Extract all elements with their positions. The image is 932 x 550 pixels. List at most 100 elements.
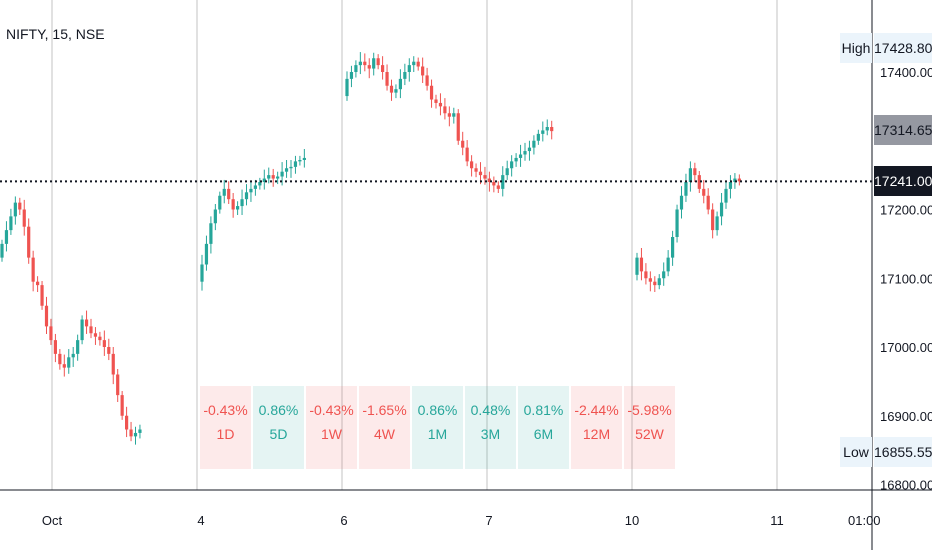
candle	[447, 113, 451, 117]
performance-cell: 0.86% 5D	[253, 386, 304, 469]
candle	[284, 168, 289, 172]
candle	[478, 171, 483, 176]
performance-period: 3M	[480, 426, 501, 442]
candle	[209, 223, 213, 244]
candle	[204, 243, 209, 265]
candle	[240, 199, 244, 207]
candle	[102, 340, 106, 347]
x-tick-label: 01:00	[848, 513, 881, 528]
candle	[671, 237, 675, 258]
candle	[44, 305, 49, 327]
performance-value: -2.44%	[574, 402, 619, 418]
high-label: High	[840, 33, 872, 63]
candle	[125, 415, 129, 430]
candle	[728, 182, 733, 189]
candle	[49, 326, 53, 341]
performance-period: 5D	[269, 426, 288, 442]
performance-value: 0.48%	[470, 402, 511, 418]
candle	[367, 65, 371, 69]
performance-cell: -0.43% 1W	[306, 386, 357, 469]
y-tick-label: 16800.00	[880, 478, 932, 493]
candle	[120, 395, 124, 416]
high-value: 17428.80	[874, 33, 932, 63]
x-tick-label: 6	[340, 513, 347, 528]
y-tick-label: 16900.00	[880, 409, 932, 424]
candle	[697, 175, 701, 189]
candle	[501, 175, 505, 189]
candle	[416, 61, 420, 67]
candle	[0, 243, 4, 258]
y-tick-label: 17000.00	[880, 340, 932, 355]
candle	[733, 178, 737, 182]
candle	[376, 58, 380, 66]
candle	[345, 78, 349, 97]
performance-value: 0.81%	[523, 402, 564, 418]
candle	[67, 357, 71, 368]
candle	[648, 278, 652, 282]
performance-cell: -2.44% 12M	[571, 386, 622, 469]
candle	[398, 78, 402, 90]
candle	[253, 185, 257, 189]
candle	[385, 72, 389, 86]
candle	[394, 89, 398, 93]
candle	[635, 257, 639, 275]
candle	[349, 72, 354, 79]
candle	[514, 157, 518, 162]
performance-cell: -0.43% 1D	[200, 386, 251, 469]
candle	[536, 133, 540, 141]
low-label: Low	[840, 437, 872, 467]
x-tick-label: 7	[485, 513, 492, 528]
candle	[666, 257, 670, 272]
candle	[510, 161, 514, 169]
candle	[719, 202, 724, 217]
performance-cell: 0.48% 3M	[465, 386, 516, 469]
candle	[40, 285, 44, 306]
y-tick-label: 17400.00	[880, 65, 932, 80]
candle	[31, 257, 35, 282]
candle	[657, 278, 661, 286]
candle	[89, 326, 93, 334]
performance-value: 0.86%	[417, 402, 458, 418]
performance-period: 6M	[533, 426, 554, 442]
candle	[107, 347, 111, 354]
performance-period: 1W	[321, 426, 342, 442]
candle	[84, 319, 89, 327]
candle	[302, 157, 306, 160]
candle	[505, 168, 509, 176]
candle	[403, 72, 407, 79]
candle	[443, 106, 447, 114]
x-tick-label: 10	[625, 513, 639, 528]
candle	[13, 202, 17, 217]
candle	[71, 353, 75, 358]
candle	[4, 230, 9, 244]
last-price-badge: 17241.00	[874, 166, 932, 196]
candle	[236, 206, 240, 210]
x-tick-label: 11	[770, 513, 784, 528]
candle	[222, 188, 226, 196]
candle	[354, 65, 358, 72]
candle	[425, 75, 429, 86]
x-tick-label: Oct	[42, 513, 63, 528]
performance-period: 4W	[374, 426, 395, 442]
candle	[711, 209, 715, 231]
candle	[639, 257, 644, 272]
candle	[280, 171, 284, 177]
candle	[438, 102, 443, 107]
candle	[271, 175, 275, 179]
candle	[724, 188, 728, 203]
y-tick-label: 17200.00	[880, 203, 932, 218]
candle	[129, 429, 133, 437]
candle	[98, 336, 102, 341]
candle	[679, 195, 684, 210]
x-tick-label: 4	[197, 513, 204, 528]
candle	[372, 58, 376, 69]
candle	[27, 226, 31, 258]
performance-value: -5.98%	[627, 402, 672, 418]
candle	[688, 168, 692, 182]
candle	[407, 65, 411, 72]
candle	[381, 65, 385, 72]
candle	[358, 61, 362, 66]
performance-period: 1M	[427, 426, 448, 442]
